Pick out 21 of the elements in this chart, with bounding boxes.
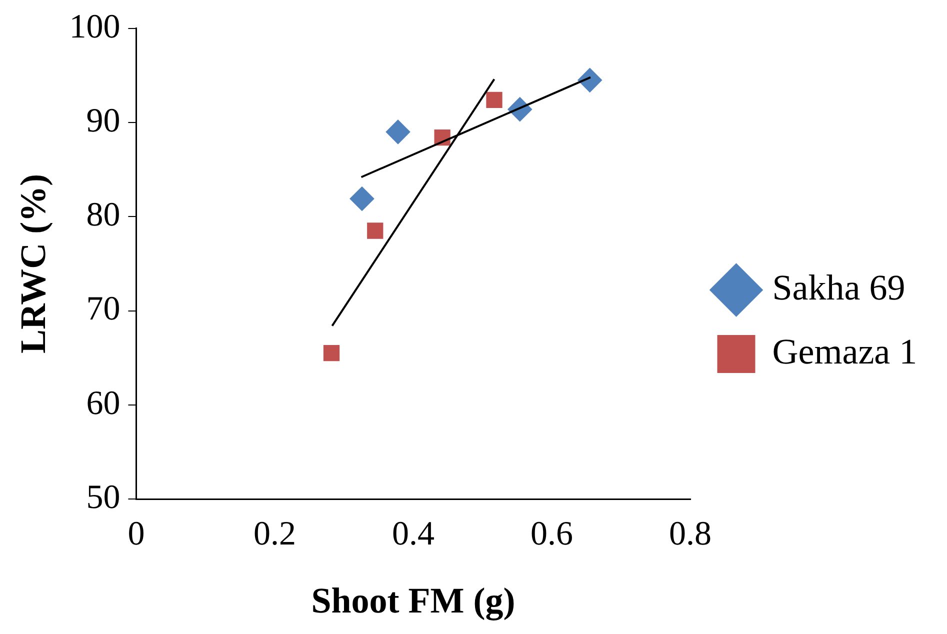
x-axis-title: Shoot FM (g)	[311, 580, 516, 621]
x-tick-label: 0	[128, 515, 145, 552]
legend-label: Gemaza 1	[772, 331, 918, 372]
legend-label: Sakha 69	[772, 267, 906, 308]
y-tick-label: 100	[69, 8, 120, 46]
x-tick-label: 0.2	[253, 515, 296, 552]
x-tick-label: 0.6	[530, 515, 573, 552]
y-tick-label: 50	[86, 478, 120, 516]
point	[578, 68, 602, 92]
x-tick-label: 0.8	[669, 515, 712, 552]
point	[350, 186, 374, 211]
y-tick-label: 60	[86, 384, 120, 422]
x-tick-label: 0.4	[392, 515, 434, 552]
y-axis-title: LRWC (%)	[12, 174, 53, 354]
point	[367, 222, 384, 239]
point	[386, 120, 410, 144]
point	[486, 92, 502, 108]
y-tick-label: 80	[86, 196, 120, 234]
y-tick-label: 90	[86, 102, 120, 140]
point	[323, 345, 340, 362]
y-tick-label: 70	[86, 290, 120, 328]
